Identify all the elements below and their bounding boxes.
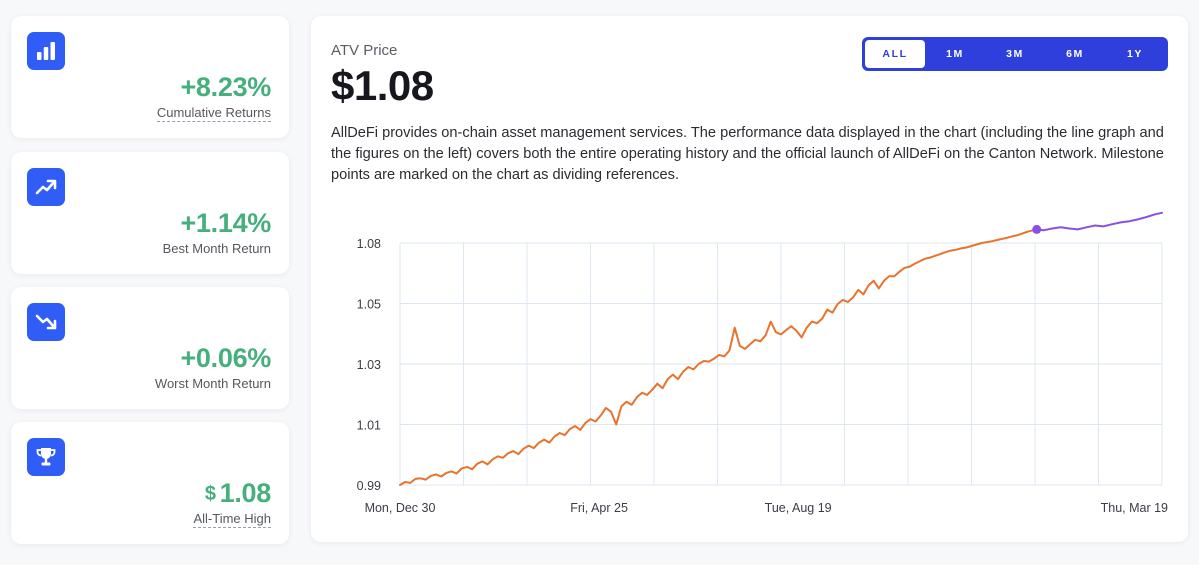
worst-month-value: +0.06% (180, 343, 271, 373)
currency-symbol: $ (204, 483, 216, 505)
time-range-tabs: ALL 1M 3M 6M 1Y (862, 37, 1168, 71)
y-tick-label: 1.01 (357, 419, 381, 433)
series-line-history (399, 228, 1038, 486)
y-tick-label: 0.99 (357, 479, 381, 493)
x-tick-label: Thu, Mar 19 (1101, 501, 1168, 515)
x-tick-label: Mon, Dec 30 (365, 501, 436, 515)
worst-month-label: Worst Month Return (154, 376, 271, 391)
trophy-icon (27, 438, 65, 476)
tab-all[interactable]: ALL (865, 40, 925, 68)
current-price: $1.08 (331, 62, 434, 109)
tab-1m[interactable]: 1M (946, 48, 964, 60)
all-time-high-value: $1.08 (205, 478, 271, 509)
description-text: AllDeFi provides on-chain asset manageme… (331, 125, 1164, 183)
tab-3m[interactable]: 3M (1006, 48, 1024, 60)
price-chart-card: ATV Price $1.08 ALL 1M 3M 6M 1Y AllDeFi … (311, 16, 1188, 542)
cumulative-returns-value: +8.23% (180, 72, 271, 102)
y-tick-label: 1.05 (357, 298, 381, 312)
all-time-high-number: 1.08 (219, 478, 272, 508)
all-time-high-label[interactable]: All-Time High (193, 511, 271, 528)
stat-card-all-time-high: $1.08 All-Time High (11, 422, 289, 544)
best-month-label: Best Month Return (162, 241, 271, 256)
trend-down-icon (27, 303, 65, 341)
bar-chart-icon (27, 32, 65, 70)
series-line-canton (1035, 211, 1163, 232)
stat-card-best-month: +1.14% Best Month Return (11, 152, 289, 274)
x-tick-label: Tue, Aug 19 (765, 501, 832, 515)
y-tick-label: 1.03 (357, 358, 381, 372)
x-tick-label: Fri, Apr 25 (570, 501, 628, 515)
tab-6m[interactable]: 6M (1066, 48, 1084, 60)
y-tick-label: 1.08 (357, 237, 381, 251)
tab-1y[interactable]: 1Y (1126, 48, 1144, 60)
milestone-point (1032, 224, 1042, 234)
stat-card-cumulative-returns: +8.23% Cumulative Returns (11, 16, 289, 138)
stat-card-worst-month: +0.06% Worst Month Return (11, 287, 289, 409)
best-month-value: +1.14% (180, 208, 271, 238)
trend-up-icon (27, 168, 65, 206)
chart-card-title: ATV Price (331, 42, 398, 59)
price-line-chart[interactable]: 0.99 1.01 1.03 1.05 1.08 Mon, Dec 30 Fri, Apr … (311, 16, 1188, 542)
cumulative-returns-label[interactable]: Cumulative Returns (156, 105, 271, 122)
